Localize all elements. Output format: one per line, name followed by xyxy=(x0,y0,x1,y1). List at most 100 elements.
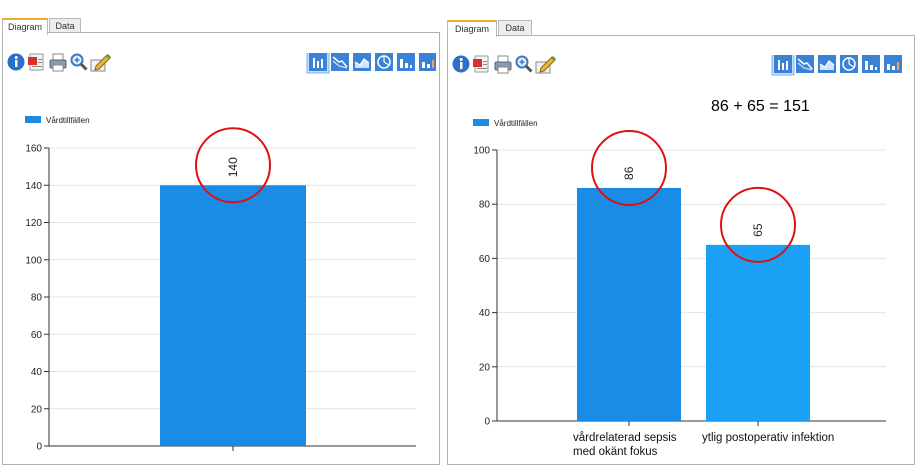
stacked-chart-icon[interactable] xyxy=(419,53,437,71)
chart-left: Vårdtillfällen 0 20 40 60 80 100 120 140 160 140 xyxy=(25,116,416,453)
output xyxy=(52,64,64,72)
legend-swatch xyxy=(25,116,41,123)
legend-swatch xyxy=(473,119,489,126)
y-tick-label: 40 xyxy=(479,308,491,319)
line xyxy=(38,62,42,63)
chart-right: Vårdtillfällen 0 20 40 60 80 100 86 vårdrelatera… xyxy=(473,119,886,458)
line xyxy=(819,60,835,68)
y-tick-label: 80 xyxy=(31,293,43,304)
highlight-circle xyxy=(720,186,796,263)
legend: Vårdtillfällen xyxy=(473,119,538,128)
chart-panel-left: Diagram Data Vårdtillfällen 0 20 40 60 80 100 1… xyxy=(2,18,440,468)
bar xyxy=(865,61,868,70)
slice xyxy=(383,61,390,66)
category-label: vårdrelaterad sepsis xyxy=(573,432,677,444)
pdf-export-icon[interactable] xyxy=(28,53,44,71)
bar xyxy=(875,67,877,70)
handle xyxy=(524,64,533,73)
column-chart-icon[interactable] xyxy=(397,53,415,71)
y-tick-label: 120 xyxy=(25,218,42,229)
area xyxy=(355,59,369,68)
line xyxy=(483,61,487,62)
y-tick-label: 0 xyxy=(36,442,42,453)
line-chart-icon[interactable] xyxy=(331,53,349,71)
y-tick-label: 100 xyxy=(25,255,42,266)
tab-data[interactable]: Data xyxy=(498,20,532,35)
info-dot xyxy=(14,56,18,59)
info-stem xyxy=(460,62,463,69)
area xyxy=(820,61,834,70)
category-label: med okänt fokus xyxy=(573,446,658,458)
y-tick-label: 140 xyxy=(25,181,42,192)
area-chart-icon[interactable] xyxy=(818,55,836,73)
bar xyxy=(400,59,403,68)
edit-icon[interactable] xyxy=(90,54,111,72)
zoom-icon[interactable] xyxy=(70,53,88,71)
bar-chart-icon[interactable] xyxy=(771,52,795,76)
zoom-icon[interactable] xyxy=(515,55,533,73)
y-tick-label: 80 xyxy=(479,200,491,211)
highlight-circle xyxy=(195,127,271,204)
bar xyxy=(317,61,319,68)
pdf-export-icon[interactable] xyxy=(473,55,489,73)
pie-chart-icon[interactable] xyxy=(375,53,393,71)
bar xyxy=(410,65,412,68)
toolbar-icons xyxy=(7,50,437,74)
bar[interactable] xyxy=(577,187,681,421)
tab-data[interactable]: Data xyxy=(49,18,81,33)
bar xyxy=(313,58,315,68)
data-label: 65 xyxy=(751,223,765,237)
line xyxy=(32,66,42,67)
bar xyxy=(892,66,895,70)
y-tick-label: 100 xyxy=(473,146,490,157)
stacked-chart-icon[interactable] xyxy=(884,55,902,73)
chart-panel-right: Diagram Data 86 + 65 = 151 Vårdtillfälle… xyxy=(447,20,915,468)
data-label: 140 xyxy=(226,157,240,177)
bar-chart-icon[interactable] xyxy=(306,50,330,74)
bar[interactable] xyxy=(706,244,810,421)
category-label: ytlig postoperativ infektion xyxy=(702,432,834,444)
line xyxy=(354,58,370,66)
toolbar xyxy=(6,50,437,77)
line xyxy=(38,59,42,60)
info-stem xyxy=(15,60,18,67)
bar xyxy=(405,63,408,68)
output xyxy=(497,66,509,74)
legend: Vårdtillfällen xyxy=(25,116,90,125)
bar[interactable] xyxy=(160,185,306,446)
pdf-badge xyxy=(473,59,482,67)
line xyxy=(332,56,348,68)
y-tick-label: 40 xyxy=(31,367,43,378)
slice xyxy=(848,63,855,68)
line xyxy=(483,64,487,65)
tab-diagram[interactable]: Diagram xyxy=(447,20,497,37)
highlight-circle xyxy=(591,129,667,206)
y-tick-label: 160 xyxy=(25,144,42,155)
column-chart-icon[interactable] xyxy=(862,55,880,73)
legend-label: Vårdtillfällen xyxy=(494,119,538,128)
pie-chart-icon[interactable] xyxy=(840,55,858,73)
eraser xyxy=(551,56,556,61)
legend-label: Vårdtillfällen xyxy=(46,116,90,125)
info-icon[interactable] xyxy=(452,55,470,73)
bar xyxy=(432,60,434,68)
y-tick-label: 20 xyxy=(31,404,43,415)
toolbar xyxy=(451,52,911,79)
pencil xyxy=(94,54,111,71)
line-chart-icon[interactable] xyxy=(796,55,814,73)
print-icon[interactable] xyxy=(494,55,512,74)
bar xyxy=(427,64,430,68)
sum-annotation: 86 + 65 = 151 xyxy=(711,98,810,115)
area-chart-icon[interactable] xyxy=(353,53,371,71)
bar xyxy=(782,63,784,70)
bar xyxy=(422,62,425,68)
handle xyxy=(79,62,88,71)
edit-icon[interactable] xyxy=(535,56,556,74)
eraser xyxy=(106,54,111,59)
line2 xyxy=(332,60,348,69)
y-tick-label: 20 xyxy=(479,362,491,373)
tab-diagram[interactable]: Diagram xyxy=(2,18,48,35)
print-icon[interactable] xyxy=(49,53,67,72)
info-icon[interactable] xyxy=(7,53,25,71)
y-tick-label: 60 xyxy=(479,254,491,265)
